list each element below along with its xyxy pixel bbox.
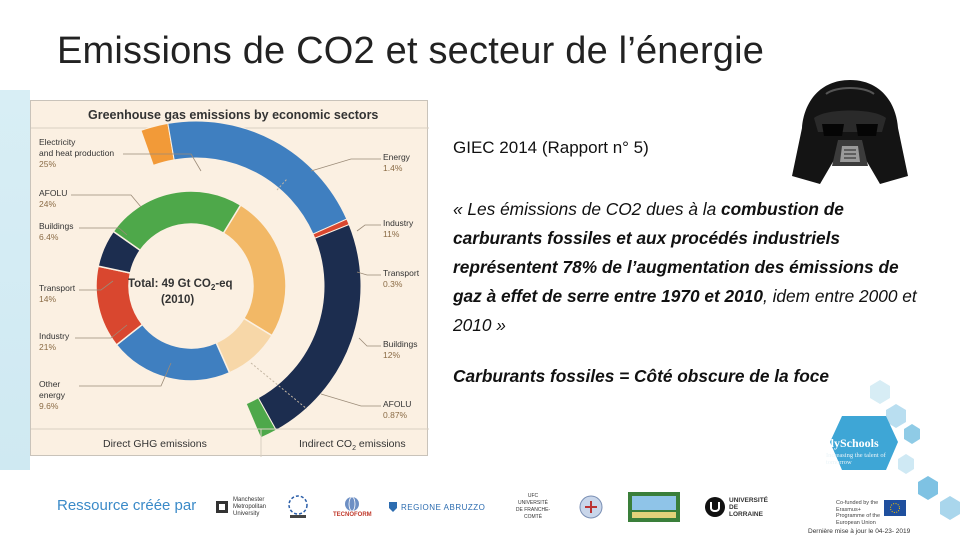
value-buildings-indirect: 12% xyxy=(383,350,400,360)
logo-ensmm xyxy=(628,490,680,524)
value-transport-indirect: 0.3% xyxy=(383,279,403,289)
globe-icon xyxy=(345,496,360,511)
footer-indirect: Indirect CO2 emissions xyxy=(299,438,406,452)
quote-tail: , idem entre 2000 et 2010 » xyxy=(453,286,917,335)
partner-emblem-icon xyxy=(579,495,603,519)
brand-name: IlySchools xyxy=(826,436,879,450)
connector-bottom xyxy=(250,362,308,410)
erasmus-cofunded-text: Co-funded by the Erasmus+ Programme of t… xyxy=(836,500,881,526)
ghg-figure: Greenhouse gas emissions by economic sec… xyxy=(30,100,429,457)
reference-line: GIEC 2014 (Rapport n° 5) xyxy=(453,138,649,157)
logo-manchester-text: Manchester Metropolitan University xyxy=(233,496,267,517)
manchester-crest-icon xyxy=(216,501,228,513)
arc-afolu xyxy=(245,397,277,439)
label-energy-indirect: Energy xyxy=(383,152,411,162)
slice-afolu xyxy=(112,190,242,252)
left-leaders xyxy=(71,153,202,387)
logo-lorraine: UNIVERSITÉ DE LORRAINE xyxy=(704,490,773,524)
value-other: 9.6% xyxy=(39,401,59,411)
label-buildings-indirect: Buildings xyxy=(383,339,418,349)
left-accent-band xyxy=(0,90,30,470)
connector-top xyxy=(276,178,288,191)
value-electricity: 25% xyxy=(39,159,56,169)
value-industry: 21% xyxy=(39,342,56,352)
last-updated: Dernière mise à jour le 04-23- 2019 xyxy=(808,528,911,535)
label-other-2: energy xyxy=(39,390,66,400)
figure-title: Greenhouse gas emissions by economic sec… xyxy=(88,108,378,122)
footer-label: Ressource créée par xyxy=(57,497,197,514)
vader-helmet-image xyxy=(786,74,914,186)
value-transport: 14% xyxy=(39,294,56,304)
label-industry: Industry xyxy=(39,331,70,341)
value-industry-indirect: 11% xyxy=(383,229,400,239)
logo-manchester: Manchester Metropolitan University xyxy=(214,490,285,524)
right-leaders xyxy=(310,158,381,407)
label-electricity: Electricity xyxy=(39,137,76,147)
logo-partner-6 xyxy=(578,490,604,524)
logo-ufc: UFC UNIVERSITÉ DE FRANCHE-COMTÉ xyxy=(514,490,552,524)
quote-open: « Les émissions de CO2 dues à la xyxy=(453,199,722,219)
value-afolu-indirect: 0.87% xyxy=(383,410,408,420)
label-industry-indirect: Industry xyxy=(383,218,414,228)
quote-bold: combustion de carburants fossiles et aux… xyxy=(453,199,899,306)
slice-industry xyxy=(115,323,231,382)
brand-hexagons xyxy=(830,380,960,520)
ghg-chart-svg: Greenhouse gas emissions by economic sec… xyxy=(31,108,429,457)
logo-tecnoform: TECNOFORM xyxy=(333,490,372,524)
label-electricity-2: and heat production xyxy=(39,148,114,158)
logo-abruzzo-text: REGIONE ABRUZZO xyxy=(401,502,486,512)
label-afolu-indirect: AFOLU xyxy=(383,399,411,409)
label-transport-indirect: Transport xyxy=(383,268,420,278)
ipcc-quote: « Les émissions de CO2 dues à la combust… xyxy=(453,195,928,340)
label-other: Other xyxy=(39,379,60,389)
label-buildings: Buildings xyxy=(39,221,74,231)
center-year: (2010) xyxy=(161,294,194,306)
logo-regione-abruzzo: REGIONE ABRUZZO xyxy=(388,490,485,524)
slice-electricity xyxy=(222,203,287,337)
logo-lorraine-text: UNIVERSITÉ DE LORRAINE xyxy=(729,496,769,518)
conclusion-line: Carburants fossiles = Côté obscure de la… xyxy=(453,366,829,386)
direct-emissions-donut xyxy=(95,190,287,382)
ensmm-building-icon xyxy=(628,492,680,522)
logo-ufc-text: UFC UNIVERSITÉ DE FRANCHE-COMTÉ xyxy=(515,493,551,520)
value-afolu: 24% xyxy=(39,199,56,209)
brand-tagline: Increasing the talent of tomorrow xyxy=(826,452,886,466)
logo-partner-2 xyxy=(284,490,312,524)
value-buildings: 6.4% xyxy=(39,232,59,242)
partner-mark-icon xyxy=(288,495,308,518)
logo-tecnoform-text: TECNOFORM xyxy=(333,511,372,518)
abruzzo-shield-icon xyxy=(389,502,397,512)
center-total: Total: 49 Gt CO2-eq xyxy=(128,278,233,292)
value-energy-indirect: 1.4% xyxy=(383,163,403,173)
eu-flag-icon xyxy=(884,500,906,516)
label-afolu: AFOLU xyxy=(39,188,67,198)
slide-title: Emissions de CO2 et secteur de l’énergie xyxy=(57,30,765,72)
indirect-emissions-arc xyxy=(140,120,362,439)
footer-direct: Direct GHG emissions xyxy=(103,438,207,450)
label-transport: Transport xyxy=(39,283,76,293)
lorraine-u-icon xyxy=(705,497,725,517)
